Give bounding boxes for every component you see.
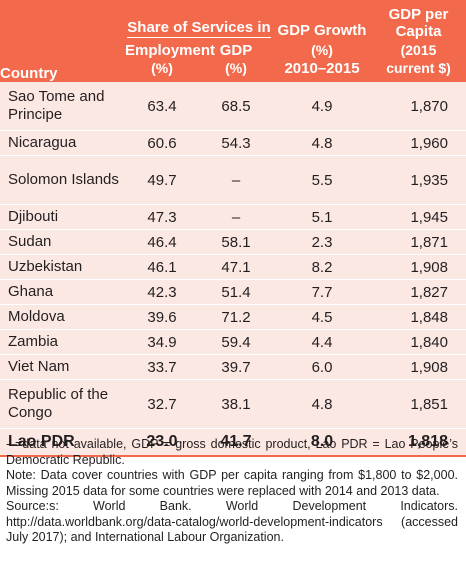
cell-employment: 49.7	[125, 155, 199, 205]
table-row: Sudan 46.4 58.1 2.3 1,871	[0, 229, 466, 255]
table-row: Moldova 39.6 71.2 4.5 1,848	[0, 304, 466, 330]
cell-employment: 46.4	[125, 229, 199, 255]
cell-capita: 1,827	[371, 279, 466, 305]
cell-gdp: –	[199, 155, 273, 205]
services-table: Country Share of Services in GDP Growth …	[0, 0, 466, 457]
cell-capita: 1,908	[371, 254, 466, 280]
cell-growth: 7.7	[273, 279, 371, 305]
cell-growth: 8.2	[273, 254, 371, 280]
cell-growth: 5.1	[273, 204, 371, 230]
table-notes: - =data not available, GDP = gross domes…	[6, 437, 458, 546]
header-employment-unit: (%)	[125, 60, 199, 82]
cell-capita: 1,871	[371, 229, 466, 255]
cell-growth: 4.5	[273, 304, 371, 330]
cell-employment: 47.3	[125, 204, 199, 230]
cell-capita: 1,935	[371, 155, 466, 205]
cell-employment: 39.6	[125, 304, 199, 330]
cell-gdp: 47.1	[199, 254, 273, 280]
cell-employment: 32.7	[125, 379, 199, 429]
header-gdp-growth-period: 2010–2015	[273, 60, 371, 82]
header-gdp: GDP	[199, 40, 273, 60]
header-gdp-growth-unit: (%)	[273, 40, 371, 60]
header-share-group: Share of Services in	[125, 0, 273, 40]
cell-gdp: 71.2	[199, 304, 273, 330]
table-row-lao-highlight: Lao PDR 23.0 41.7 8.0 1,818	[0, 428, 466, 457]
cell-employment: 23.0	[125, 428, 199, 457]
cell-employment: 46.1	[125, 254, 199, 280]
cell-country: Ghana	[0, 279, 125, 305]
header-employment: Employment	[125, 40, 216, 60]
table-row: Sao Tome and Principe 63.4 68.5 4.9 1,87…	[0, 82, 466, 131]
cell-country: Sao Tome and Principe	[0, 82, 125, 131]
cell-country: Sudan	[0, 229, 125, 255]
table-row: Viet Nam 33.7 39.7 6.0 1,908	[0, 354, 466, 380]
cell-employment: 60.6	[125, 130, 199, 156]
header-capita-label: Capita	[395, 23, 442, 40]
header-share-label: Share of Services in	[127, 19, 271, 38]
cell-growth: 2.3	[273, 229, 371, 255]
note-abbreviations: - =data not available, GDP = gross domes…	[6, 437, 458, 467]
header-capita-unit: current $)	[371, 60, 466, 82]
cell-gdp: 51.4	[199, 279, 273, 305]
cell-country: Uzbekistan	[0, 254, 125, 280]
table-row: Solomon Islands 49.7 – 5.5 1,935	[0, 155, 466, 205]
cell-capita: 1,840	[371, 329, 466, 355]
cell-country: Nicaragua	[0, 130, 125, 156]
cell-growth: 5.5	[273, 155, 371, 205]
header-gdp-unit: (%)	[199, 60, 273, 82]
cell-country: Moldova	[0, 304, 125, 330]
cell-employment: 33.7	[125, 354, 199, 380]
table-header: Country Share of Services in GDP Growth …	[0, 0, 466, 82]
cell-gdp: 38.1	[199, 379, 273, 429]
header-gdp-per-capita: GDP per Capita	[371, 0, 466, 40]
cell-capita: 1,908	[371, 354, 466, 380]
cell-gdp: 59.4	[199, 329, 273, 355]
note-data-coverage: Note: Data cover countries with GDP per …	[6, 468, 458, 498]
cell-growth: 4.8	[273, 379, 371, 429]
cell-growth: 8.0	[273, 428, 371, 457]
cell-capita: 1,851	[371, 379, 466, 429]
cell-capita: 1,818	[371, 428, 466, 457]
cell-gdp: 68.5	[199, 82, 273, 131]
cell-country: Republic of the Congo	[0, 379, 125, 429]
table-row: Uzbekistan 46.1 47.1 8.2 1,908	[0, 254, 466, 280]
cell-capita: 1,960	[371, 130, 466, 156]
cell-growth: 6.0	[273, 354, 371, 380]
cell-growth: 4.4	[273, 329, 371, 355]
cell-capita: 1,870	[371, 82, 466, 131]
header-gdp-per-label: GDP per	[388, 6, 449, 23]
header-country: Country	[0, 0, 125, 82]
table-row: Zambia 34.9 59.4 4.4 1,840	[0, 329, 466, 355]
cell-country: Djibouti	[0, 204, 125, 230]
header-capita-year: (2015	[371, 40, 466, 60]
cell-capita: 1,945	[371, 204, 466, 230]
cell-gdp: –	[199, 204, 273, 230]
cell-gdp: 41.7	[199, 428, 273, 457]
cell-country: Lao PDR	[0, 428, 125, 457]
cell-gdp: 39.7	[199, 354, 273, 380]
table-row: Ghana 42.3 51.4 7.7 1,827	[0, 279, 466, 305]
cell-gdp: 58.1	[199, 229, 273, 255]
table-row: Djibouti 47.3 – 5.1 1,945	[0, 204, 466, 230]
note-sources: Source:s: World Bank. World Development …	[6, 499, 458, 544]
cell-country: Viet Nam	[0, 354, 125, 380]
table-body: Sao Tome and Principe 63.4 68.5 4.9 1,87…	[0, 82, 466, 457]
cell-growth: 4.8	[273, 130, 371, 156]
header-gdp-growth: GDP Growth	[273, 0, 371, 40]
header-gdp-growth-label: GDP Growth	[277, 22, 367, 39]
cell-capita: 1,848	[371, 304, 466, 330]
cell-employment: 63.4	[125, 82, 199, 131]
cell-country: Solomon Islands	[0, 155, 125, 205]
cell-employment: 42.3	[125, 279, 199, 305]
cell-gdp: 54.3	[199, 130, 273, 156]
cell-country: Zambia	[0, 329, 125, 355]
table-row: Republic of the Congo 32.7 38.1 4.8 1,85…	[0, 379, 466, 429]
cell-employment: 34.9	[125, 329, 199, 355]
table-row: Nicaragua 60.6 54.3 4.8 1,960	[0, 130, 466, 156]
cell-growth: 4.9	[273, 82, 371, 131]
